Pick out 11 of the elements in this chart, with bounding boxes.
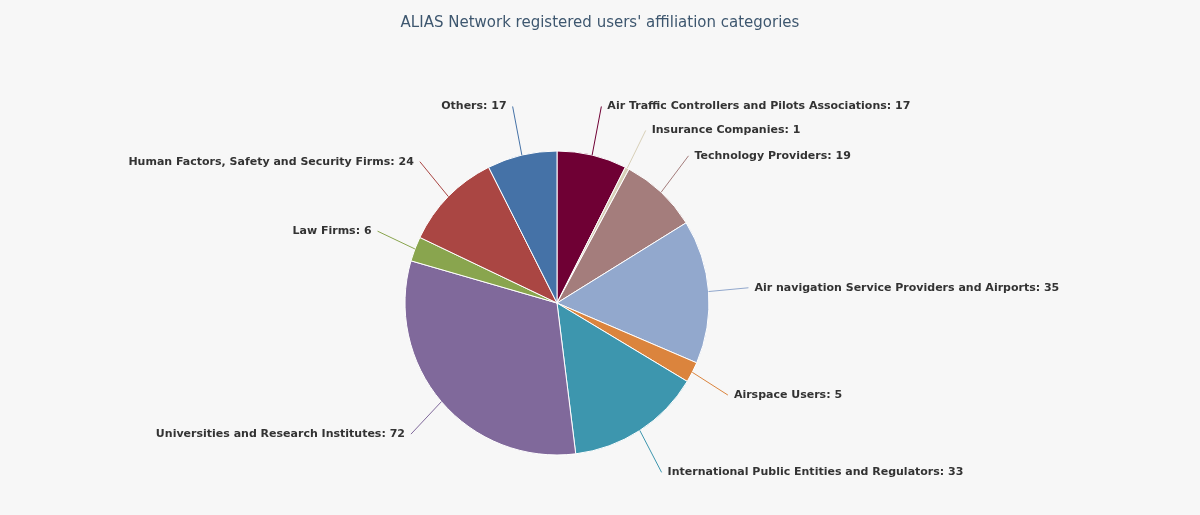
slice-label: Airspace Users: 5 [733, 388, 843, 402]
chart-title: ALIAS Network registered users' affiliation categories [400, 13, 800, 31]
slice-label: Others: 17 [441, 99, 507, 113]
slice-label: International Public Entities and Regulators: 33 [667, 465, 964, 479]
slice-label: Technology Providers: 19 [694, 148, 851, 162]
slice-label: Air navigation Service Providers and Airports: 35 [754, 280, 1060, 294]
slice-label: Law Firms: 6 [292, 224, 372, 238]
slice-label: Air Traffic Controllers and Pilots Associations: 17 [607, 99, 911, 113]
slice-label: Insurance Companies: 1 [651, 123, 801, 137]
slice-label: Universities and Research Institutes: 72 [155, 427, 405, 441]
slice-label: Human Factors, Safety and Security Firms: 24 [128, 154, 415, 168]
